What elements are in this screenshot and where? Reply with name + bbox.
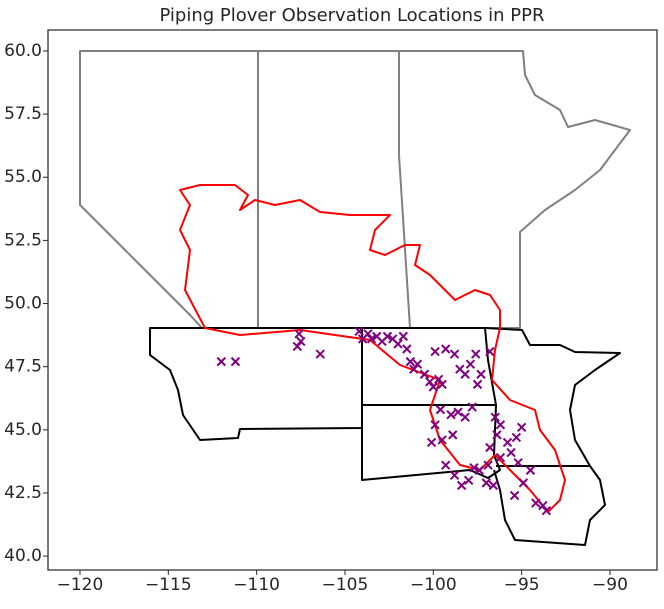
y-tick-label: 55.0 [4, 167, 42, 187]
observation-point [509, 490, 520, 501]
observation-point [511, 432, 522, 443]
observation-point [296, 336, 306, 347]
observation-point [354, 326, 364, 337]
y-tick-label: 60.0 [4, 41, 42, 61]
x-tick-label: −95 [504, 575, 540, 595]
observation-point [467, 402, 477, 412]
observation-point [230, 356, 241, 367]
observation-point [463, 475, 474, 486]
observation-point [437, 435, 447, 445]
observation-point [465, 359, 476, 369]
y-tick-label: 47.5 [4, 357, 42, 377]
observation-point [541, 505, 552, 516]
observation-point [437, 379, 447, 390]
observation-point [393, 339, 403, 349]
x-tick-label: −90 [592, 575, 628, 595]
observation-point [531, 498, 541, 508]
observation-point [483, 460, 493, 470]
observation-point [426, 437, 437, 448]
observation-point [216, 356, 227, 367]
observation-point [456, 480, 467, 491]
observation-point [490, 412, 500, 422]
observation-point [435, 404, 446, 415]
observation-point [502, 437, 513, 448]
us-boundaries [149, 327, 621, 546]
observation-point [315, 349, 325, 359]
observation-point [481, 478, 492, 488]
observation-point [409, 364, 419, 374]
observation-point [363, 329, 373, 339]
observation-point [472, 379, 483, 390]
observation-point [430, 420, 440, 430]
observation-point [446, 409, 456, 420]
observation-point [428, 382, 439, 392]
observation-point [474, 465, 484, 475]
y-tick-label: 50.0 [4, 294, 42, 314]
observation-point [405, 356, 416, 367]
observation-point [402, 344, 412, 354]
y-tick-label: 40.0 [4, 546, 42, 566]
y-tick-label: 52.5 [4, 230, 42, 250]
observation-point [485, 346, 495, 357]
observation-point [449, 349, 460, 359]
observation-point [460, 412, 470, 422]
x-tick-label: −105 [322, 575, 369, 595]
observation-point [433, 374, 444, 385]
observation-point [292, 341, 302, 352]
observation-point [430, 346, 440, 357]
observation-point [488, 480, 499, 491]
observation-point [495, 452, 506, 463]
observation-point [506, 447, 516, 458]
observation-point [440, 460, 451, 470]
observation-point [419, 369, 430, 379]
observation-point [382, 331, 393, 342]
observation-point [440, 344, 451, 354]
chart-title: Piping Plover Observation Locations in P… [159, 5, 544, 26]
observation-point [469, 463, 479, 473]
observation-point [513, 457, 523, 468]
observation-point [448, 430, 458, 440]
ppr-boundary [179, 184, 566, 513]
observation-point [425, 377, 435, 387]
observation-point [492, 430, 502, 440]
observation-point [516, 422, 527, 433]
x-tick-label: −115 [145, 575, 192, 595]
canada-boundaries [79, 50, 631, 329]
x-tick-label: −120 [57, 575, 104, 595]
observation-point [471, 349, 481, 359]
y-tick-label: 45.0 [4, 420, 42, 440]
observation-point [476, 369, 486, 379]
observation-point [485, 442, 495, 453]
observation-point [453, 407, 463, 417]
observation-point [398, 331, 409, 342]
observation-point [449, 470, 460, 480]
observation-point [412, 359, 423, 369]
observation-point [460, 369, 470, 379]
observation-point [294, 329, 304, 339]
x-tick-label: −100 [410, 575, 457, 595]
y-tick-label: 42.5 [4, 483, 42, 503]
observation-point [495, 420, 506, 430]
observation-point [525, 465, 536, 475]
observation-point [538, 500, 548, 511]
plot-frame [47, 29, 658, 571]
y-tick-label: 57.5 [4, 104, 42, 124]
observation-point [366, 334, 377, 344]
x-tick-label: −110 [233, 575, 280, 595]
observation-point [518, 478, 529, 488]
